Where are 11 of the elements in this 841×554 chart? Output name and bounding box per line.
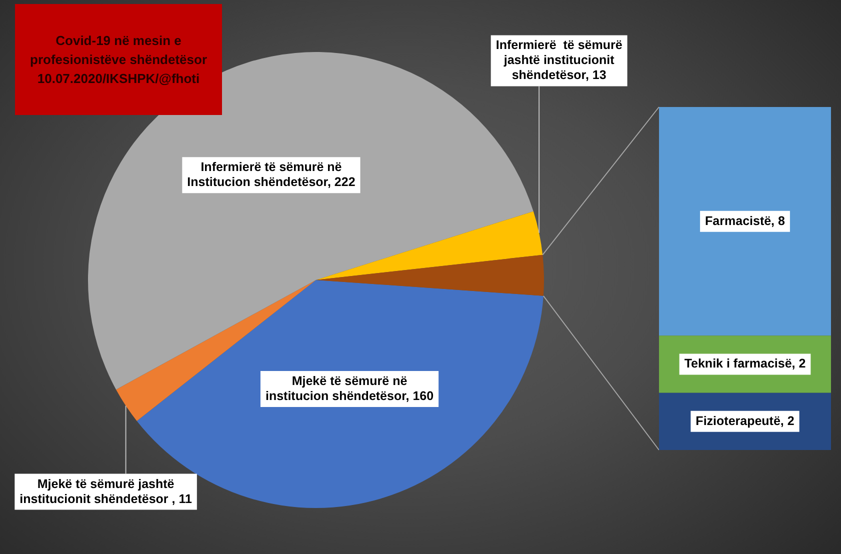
slice-label: Mjekë të sëmurë jashtë institucionit shëndetësor , 11 (20, 476, 192, 506)
slice-label: Infermierë të sëmurë jashtë institucionit shëndetësor, 13 (496, 38, 622, 82)
data-label: 2 (798, 356, 806, 371)
data-label: 2 (787, 414, 794, 428)
series-label: Teknik i farmacisë, (684, 356, 796, 371)
series-label: Fizioterapeutë, (696, 414, 784, 428)
series-label: Farmacistë, (705, 214, 775, 228)
data-label: 8 (778, 214, 785, 228)
slice-label: Infermierë të sëmurë në Institucion shëndetësor, 222 (187, 160, 356, 190)
slice-label: Mjekë të sëmurë në institucion shëndetësor, 160 (265, 374, 434, 403)
text: Covid-19 në mesin e profesionistëve shëndetësor 10.07.2020/IKSHPK/@fhoti (15, 4, 222, 115)
